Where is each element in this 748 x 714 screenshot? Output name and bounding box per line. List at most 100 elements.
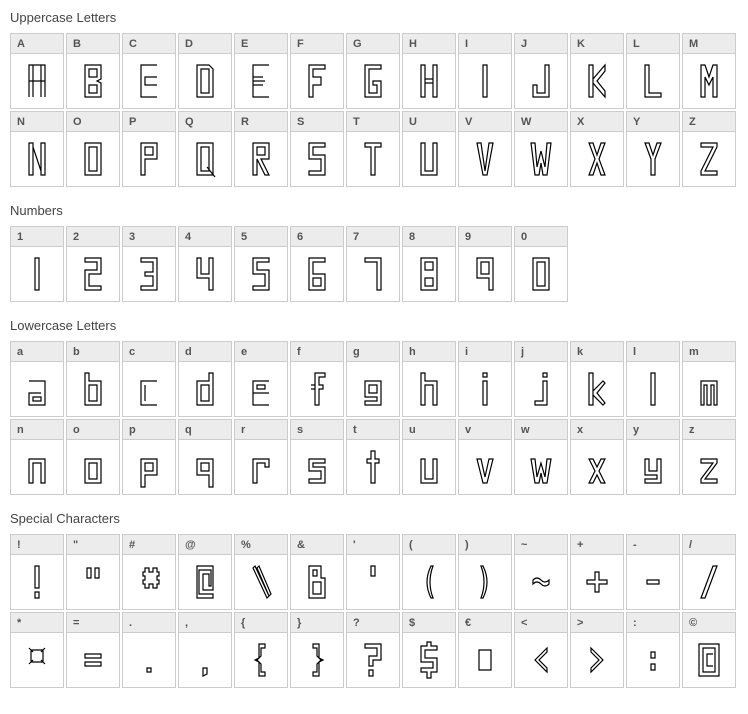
char-cell[interactable]: € [458, 612, 512, 688]
char-cell[interactable]: % [234, 534, 288, 610]
char-cell[interactable]: $ [402, 612, 456, 688]
char-cell[interactable]: / [682, 534, 736, 610]
char-cell[interactable]: , [178, 612, 232, 688]
char-cell[interactable]: a [10, 341, 64, 417]
char-cell[interactable]: t [346, 419, 400, 495]
char-cell[interactable]: e [234, 341, 288, 417]
char-cell[interactable]: f [290, 341, 344, 417]
char-cell[interactable]: 1 [10, 226, 64, 302]
char-label: V [459, 112, 511, 132]
char-cell[interactable]: l [626, 341, 680, 417]
char-cell[interactable]: z [682, 419, 736, 495]
char-cell[interactable]: 8 [402, 226, 456, 302]
char-cell[interactable]: H [402, 33, 456, 109]
char-cell[interactable]: } [290, 612, 344, 688]
char-cell[interactable]: O [66, 111, 120, 187]
char-cell[interactable]: D [178, 33, 232, 109]
char-cell[interactable]: 6 [290, 226, 344, 302]
char-cell[interactable]: # [122, 534, 176, 610]
char-cell[interactable]: 7 [346, 226, 400, 302]
char-glyph [347, 633, 399, 687]
font-character-map: Uppercase LettersABCDEFGHIJKLMNOPQRSTUVW… [10, 10, 738, 688]
char-cell[interactable]: 4 [178, 226, 232, 302]
char-cell[interactable]: 5 [234, 226, 288, 302]
char-cell[interactable]: C [122, 33, 176, 109]
char-cell[interactable]: + [570, 534, 624, 610]
char-cell[interactable]: J [514, 33, 568, 109]
char-cell[interactable]: ? [346, 612, 400, 688]
char-cell[interactable]: 3 [122, 226, 176, 302]
char-cell[interactable]: : [626, 612, 680, 688]
char-cell[interactable]: q [178, 419, 232, 495]
char-label: / [683, 535, 735, 555]
char-cell[interactable]: n [10, 419, 64, 495]
char-cell[interactable]: 2 [66, 226, 120, 302]
char-cell[interactable]: Z [682, 111, 736, 187]
char-cell[interactable]: @ [178, 534, 232, 610]
char-cell[interactable]: { [234, 612, 288, 688]
char-cell[interactable]: b [66, 341, 120, 417]
char-cell[interactable]: j [514, 341, 568, 417]
char-cell[interactable]: F [290, 33, 344, 109]
char-cell[interactable]: R [234, 111, 288, 187]
char-cell[interactable]: ' [346, 534, 400, 610]
char-cell[interactable]: ~ [514, 534, 568, 610]
char-cell[interactable]: G [346, 33, 400, 109]
char-cell[interactable]: ( [402, 534, 456, 610]
char-cell[interactable]: v [458, 419, 512, 495]
char-cell[interactable]: k [570, 341, 624, 417]
char-cell[interactable]: ! [10, 534, 64, 610]
char-cell[interactable]: x [570, 419, 624, 495]
char-cell[interactable]: Q [178, 111, 232, 187]
char-cell[interactable]: - [626, 534, 680, 610]
char-glyph [683, 555, 735, 609]
char-glyph [11, 54, 63, 108]
char-cell[interactable]: * [10, 612, 64, 688]
char-cell[interactable]: Y [626, 111, 680, 187]
char-cell[interactable]: V [458, 111, 512, 187]
char-label: { [235, 613, 287, 633]
char-cell[interactable]: K [570, 33, 624, 109]
char-cell[interactable]: P [122, 111, 176, 187]
char-cell[interactable]: S [290, 111, 344, 187]
char-cell[interactable]: g [346, 341, 400, 417]
char-cell[interactable]: M [682, 33, 736, 109]
char-cell[interactable]: © [682, 612, 736, 688]
char-cell[interactable]: " [66, 534, 120, 610]
char-cell[interactable]: p [122, 419, 176, 495]
char-cell[interactable]: = [66, 612, 120, 688]
char-cell[interactable]: u [402, 419, 456, 495]
char-cell[interactable]: r [234, 419, 288, 495]
char-cell[interactable]: 0 [514, 226, 568, 302]
char-cell[interactable]: w [514, 419, 568, 495]
char-cell[interactable]: m [682, 341, 736, 417]
char-cell[interactable]: d [178, 341, 232, 417]
char-glyph [123, 633, 175, 687]
char-cell[interactable]: ) [458, 534, 512, 610]
char-cell[interactable]: i [458, 341, 512, 417]
char-cell[interactable]: B [66, 33, 120, 109]
char-cell[interactable]: s [290, 419, 344, 495]
char-label: j [515, 342, 567, 362]
char-cell[interactable]: W [514, 111, 568, 187]
char-cell[interactable]: I [458, 33, 512, 109]
char-cell[interactable]: L [626, 33, 680, 109]
char-cell[interactable]: c [122, 341, 176, 417]
char-glyph [515, 633, 567, 687]
char-cell[interactable]: & [290, 534, 344, 610]
char-cell[interactable]: 9 [458, 226, 512, 302]
char-cell[interactable]: T [346, 111, 400, 187]
char-cell[interactable]: o [66, 419, 120, 495]
char-cell[interactable]: y [626, 419, 680, 495]
char-cell[interactable]: > [570, 612, 624, 688]
char-cell[interactable]: < [514, 612, 568, 688]
char-cell[interactable]: h [402, 341, 456, 417]
char-cell[interactable]: A [10, 33, 64, 109]
char-label: K [571, 34, 623, 54]
char-cell[interactable]: N [10, 111, 64, 187]
char-cell[interactable]: . [122, 612, 176, 688]
char-cell[interactable]: E [234, 33, 288, 109]
char-cell[interactable]: U [402, 111, 456, 187]
char-label: 4 [179, 227, 231, 247]
char-cell[interactable]: X [570, 111, 624, 187]
